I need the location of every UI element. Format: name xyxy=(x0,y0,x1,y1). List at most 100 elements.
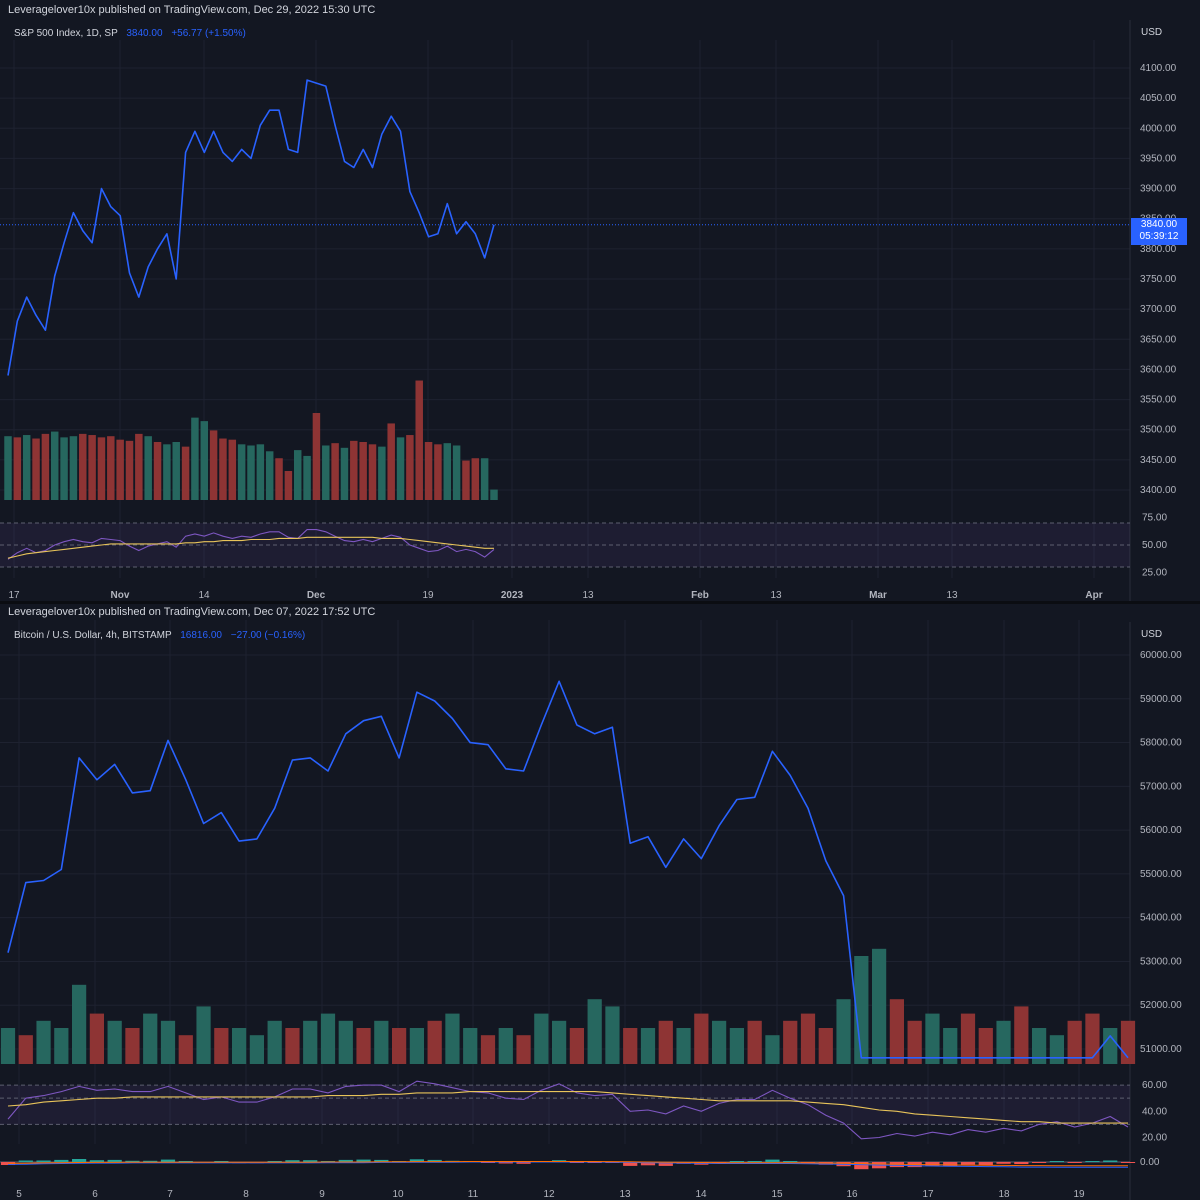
volume-bar xyxy=(783,1020,798,1064)
volume-bar xyxy=(434,444,442,500)
volume-bar xyxy=(387,423,395,500)
volume-bar xyxy=(409,1028,424,1064)
y-tick-label: 54000.00 xyxy=(1140,913,1182,924)
volume-bar xyxy=(107,1020,122,1064)
macd-hist-bar xyxy=(960,1162,976,1165)
y-tick-label: 3950.00 xyxy=(1140,153,1177,164)
volume-bar xyxy=(214,1028,229,1064)
volume-bar xyxy=(89,1013,104,1064)
macd-hist-bar xyxy=(729,1161,744,1162)
x-tick-label: 17 xyxy=(8,590,20,601)
rsi-ma-line xyxy=(7,536,494,559)
x-tick-label: 17 xyxy=(922,1189,934,1200)
volume-bar xyxy=(331,443,339,500)
macd-hist-bar xyxy=(1085,1161,1100,1162)
volume-bar xyxy=(160,1020,176,1064)
volume-bar xyxy=(368,444,377,500)
volume-bar xyxy=(374,1020,389,1064)
volume-bar xyxy=(178,1035,193,1064)
y-tick-label: 52000.00 xyxy=(1140,1000,1182,1011)
volume-bar xyxy=(79,433,87,500)
macd-hist-bar xyxy=(54,1159,69,1162)
macd-tick-label: 0.00 xyxy=(1140,1157,1160,1168)
macd-hist-bar xyxy=(303,1160,318,1162)
price-line xyxy=(7,79,495,376)
volume-bar xyxy=(415,380,423,500)
rsi-tick-label: 50.00 xyxy=(1142,540,1167,551)
volume-bar xyxy=(97,437,106,500)
y-tick-label: 3450.00 xyxy=(1140,455,1177,466)
volume-bar xyxy=(232,1028,247,1064)
volume-bar xyxy=(284,471,293,500)
currency-label-2[interactable]: USD xyxy=(1141,629,1163,640)
volume-bar xyxy=(978,1028,993,1064)
x-tick-label: 12 xyxy=(543,1189,555,1200)
volume-bar xyxy=(1103,1028,1118,1064)
macd-hist-bar xyxy=(143,1160,158,1162)
x-tick-label: 19 xyxy=(1073,1189,1085,1200)
y-tick-label: 4000.00 xyxy=(1140,123,1177,134)
rsi-tick-label: 20.00 xyxy=(1142,1132,1167,1143)
macd-hist-bar xyxy=(409,1159,424,1162)
currency-label-1[interactable]: USD xyxy=(1141,27,1163,38)
volume-bar xyxy=(200,421,209,500)
volume-bar xyxy=(1049,1035,1064,1064)
volume-bar xyxy=(445,1013,460,1064)
bar-countdown: 05:39:12 xyxy=(1139,231,1179,242)
macd-hist-bar xyxy=(783,1161,798,1162)
volume-bar xyxy=(1067,1020,1082,1064)
volume-bar xyxy=(196,1006,211,1064)
volume-bar xyxy=(427,1020,442,1064)
x-tick-label: 5 xyxy=(16,1189,22,1200)
volume-bar xyxy=(50,431,59,500)
volume-bar xyxy=(943,1028,958,1064)
volume-bar xyxy=(54,1028,69,1064)
volume-bar xyxy=(163,444,171,500)
macd-hist-bar xyxy=(1032,1162,1047,1163)
macd-hist-bar xyxy=(623,1162,638,1166)
volume-bar xyxy=(396,437,405,500)
macd-hist-bar xyxy=(374,1159,389,1162)
volume-bar xyxy=(378,446,386,500)
x-tick-label: Apr xyxy=(1085,590,1102,601)
volume-bar xyxy=(135,433,143,500)
volume-bar xyxy=(498,1028,513,1064)
volume-bar xyxy=(1032,1028,1047,1064)
symbol-legend-1[interactable]: S&P 500 Index, 1D, SP 3840.00 +56.77 (+1… xyxy=(14,28,246,39)
y-tick-label: 3900.00 xyxy=(1140,184,1177,195)
volume-bar xyxy=(818,1028,833,1064)
volume-bar xyxy=(569,1028,584,1064)
volume-bar xyxy=(72,984,87,1064)
x-tick-label: 15 xyxy=(771,1189,783,1200)
symbol-price-1: 3840.00 xyxy=(126,28,163,39)
volume-bar xyxy=(107,436,115,500)
publisher-line-2: Leveragelover10x published on TradingVie… xyxy=(8,606,376,618)
macd-hist-bar xyxy=(925,1162,940,1166)
macd-hist-bar xyxy=(978,1162,993,1165)
volume-bar xyxy=(463,1028,478,1064)
x-tick-label: 7 xyxy=(167,1189,173,1200)
macd-hist-bar xyxy=(1014,1162,1029,1165)
x-tick-label: 9 xyxy=(319,1189,325,1200)
volume-bar xyxy=(480,458,489,500)
volume-bar xyxy=(1085,1013,1100,1064)
macd-hist-bar xyxy=(214,1161,229,1162)
y-tick-label: 58000.00 xyxy=(1140,738,1182,749)
macd-hist-bar xyxy=(285,1160,300,1162)
volume-bar xyxy=(605,1006,620,1064)
last-price-tag: 3840.00 05:39:12 xyxy=(1131,218,1187,245)
panel-divider xyxy=(0,601,1200,604)
symbol-legend-2[interactable]: Bitcoin / U.S. Dollar, 4h, BITSTAMP 1681… xyxy=(14,630,305,641)
macd-hist-bar xyxy=(89,1160,104,1162)
macd-hist-bar xyxy=(658,1162,673,1166)
x-tick-label: Feb xyxy=(691,590,709,601)
last-price-value: 3840.00 xyxy=(1140,219,1178,230)
y-tick-label: 3550.00 xyxy=(1140,395,1177,406)
macd-hist-bar xyxy=(765,1159,780,1162)
volume-bar xyxy=(143,1013,158,1064)
volume-bar xyxy=(392,1028,407,1064)
macd-hist-bar xyxy=(996,1162,1011,1164)
x-tick-label: 14 xyxy=(695,1189,707,1200)
volume-bar xyxy=(0,1028,16,1064)
